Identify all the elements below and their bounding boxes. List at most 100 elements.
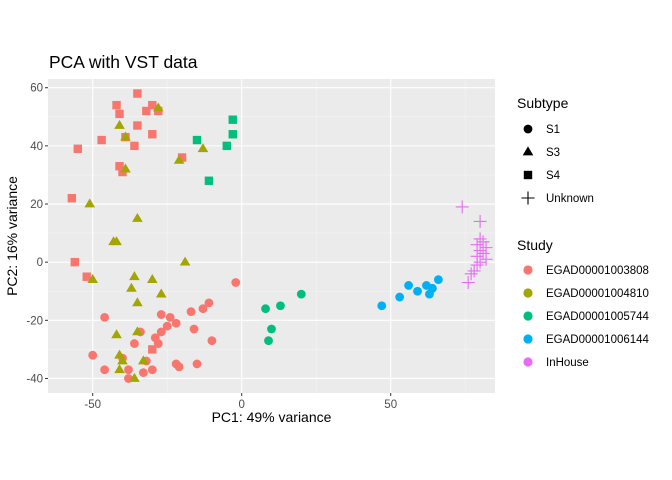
legend-study-label: EGAD00001006144 bbox=[546, 334, 650, 346]
data-points bbox=[67, 89, 493, 383]
data-point bbox=[148, 130, 157, 139]
data-point bbox=[228, 130, 237, 139]
data-point bbox=[395, 292, 405, 302]
data-point bbox=[100, 313, 110, 322]
x-tick-label: -50 bbox=[84, 399, 101, 411]
data-point bbox=[132, 212, 143, 222]
data-point bbox=[155, 288, 167, 298]
data-point bbox=[114, 364, 125, 374]
data-point bbox=[470, 258, 484, 272]
legend-s3-key bbox=[522, 146, 534, 156]
data-point bbox=[148, 345, 157, 354]
data-point bbox=[114, 119, 125, 129]
data-point bbox=[132, 297, 143, 307]
legend-unknown-key bbox=[521, 191, 535, 205]
data-point bbox=[126, 282, 137, 292]
x-tick-label: 0 bbox=[238, 399, 244, 411]
legend-study-key bbox=[523, 288, 533, 298]
data-point bbox=[133, 121, 142, 130]
x-axis-ticks: -50 0 50 bbox=[84, 393, 397, 411]
data-point bbox=[124, 365, 133, 375]
data-point bbox=[133, 89, 142, 98]
legend-unknown-label: Unknown bbox=[546, 193, 594, 205]
data-point bbox=[132, 326, 143, 336]
data-point bbox=[433, 275, 443, 285]
data-point bbox=[479, 252, 493, 266]
data-point bbox=[204, 298, 214, 308]
data-point bbox=[129, 271, 140, 281]
data-point bbox=[473, 232, 487, 246]
data-point bbox=[476, 235, 490, 249]
grid-major bbox=[48, 79, 495, 393]
data-point bbox=[276, 301, 285, 311]
legend-study-label: EGAD00001004810 bbox=[546, 288, 649, 300]
plot-panel bbox=[48, 79, 495, 393]
legend-study-key bbox=[523, 265, 533, 275]
data-point bbox=[192, 135, 202, 145]
data-point bbox=[464, 267, 478, 281]
legend-study-key bbox=[523, 311, 533, 321]
legend-subtype-title: Subtype bbox=[517, 95, 569, 111]
data-point bbox=[413, 286, 422, 296]
data-point bbox=[228, 115, 237, 124]
data-point bbox=[173, 154, 185, 164]
data-point bbox=[67, 194, 77, 203]
y-tick-label: -40 bbox=[26, 373, 43, 385]
legend-s1-key bbox=[523, 124, 533, 134]
data-point bbox=[404, 281, 413, 290]
data-point bbox=[115, 162, 124, 171]
legend-study-label: EGAD00001003808 bbox=[546, 265, 649, 277]
data-point bbox=[264, 336, 273, 346]
legend-s4-key bbox=[523, 170, 533, 180]
legend-study-title: Study bbox=[517, 237, 553, 253]
data-point bbox=[120, 163, 131, 173]
data-point bbox=[455, 200, 469, 214]
data-point bbox=[473, 255, 487, 269]
data-point bbox=[130, 339, 139, 348]
data-point bbox=[204, 176, 214, 185]
data-point bbox=[70, 257, 80, 267]
x-axis-title: PC1: 49% variance bbox=[212, 409, 332, 425]
data-point bbox=[120, 131, 131, 141]
y-tick-label: 0 bbox=[37, 257, 43, 269]
y-axis-title: PC2: 16% variance bbox=[4, 176, 20, 296]
legend-s4-label: S4 bbox=[546, 170, 561, 182]
y-tick-label: 60 bbox=[30, 83, 43, 95]
legend-s1-label: S1 bbox=[546, 124, 560, 136]
data-point bbox=[467, 264, 481, 278]
x-tick-label: 50 bbox=[384, 399, 397, 411]
data-point bbox=[152, 102, 164, 112]
data-point bbox=[148, 100, 157, 110]
y-axis-ticks: -40 -20 0 20 40 60 bbox=[26, 83, 48, 385]
data-point bbox=[473, 244, 487, 258]
data-point bbox=[177, 153, 187, 162]
data-point bbox=[261, 304, 270, 314]
data-point bbox=[222, 141, 231, 151]
data-point bbox=[146, 274, 158, 283]
data-point bbox=[207, 336, 217, 346]
data-point bbox=[192, 359, 202, 369]
data-point bbox=[156, 327, 166, 337]
data-point bbox=[162, 321, 172, 331]
legend-study-label: InHouse bbox=[546, 357, 589, 369]
legend-study-key bbox=[523, 357, 533, 367]
chart-title: PCA with VST data bbox=[49, 52, 198, 72]
legend-study: Study EGAD00001003808 EGAD00001004810 EGAD… bbox=[517, 237, 650, 369]
data-point bbox=[73, 144, 82, 153]
data-point bbox=[138, 355, 149, 365]
data-point bbox=[147, 365, 157, 375]
data-point bbox=[479, 241, 493, 255]
legend-s3-label: S3 bbox=[546, 147, 560, 159]
data-point bbox=[296, 289, 306, 299]
data-point bbox=[189, 324, 199, 334]
data-point bbox=[111, 329, 122, 339]
data-point bbox=[115, 109, 124, 119]
data-point bbox=[156, 310, 166, 319]
legend-study-key bbox=[523, 334, 533, 344]
data-point bbox=[171, 318, 181, 328]
y-tick-label: 20 bbox=[30, 199, 43, 211]
data-point bbox=[100, 365, 110, 375]
legend-subtype: Subtype S1 S3 S4 Unknown bbox=[517, 95, 594, 205]
data-point bbox=[138, 368, 148, 378]
